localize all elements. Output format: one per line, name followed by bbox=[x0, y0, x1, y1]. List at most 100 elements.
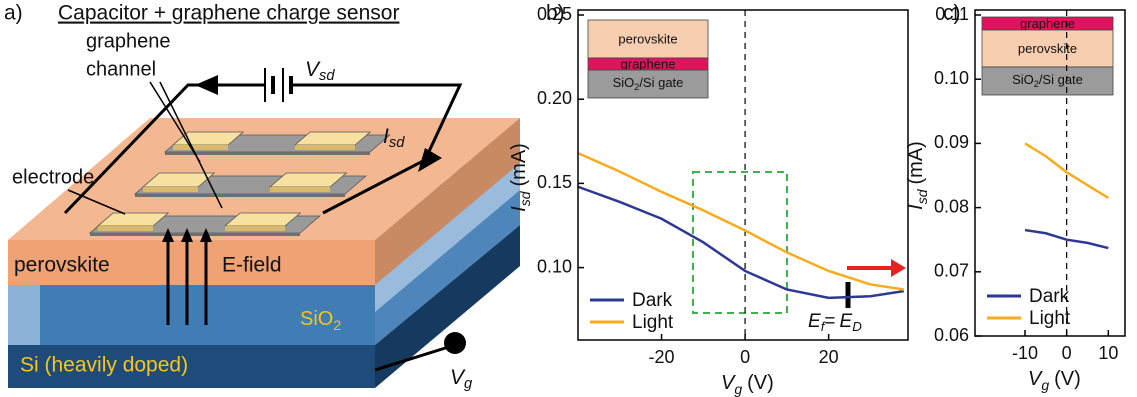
subscript: D bbox=[852, 319, 862, 334]
subscript: g bbox=[1041, 377, 1049, 393]
subscript: g bbox=[464, 376, 473, 392]
text-part: SiO bbox=[1012, 72, 1034, 87]
y-tick-label: 0.06 bbox=[934, 325, 969, 345]
inset-label: graphene bbox=[1020, 16, 1075, 31]
subscript: 2 bbox=[634, 82, 639, 92]
data-line bbox=[1024, 142, 1109, 200]
panel-label: c) bbox=[943, 2, 961, 25]
inset-label: graphene bbox=[621, 56, 676, 71]
oxide-cutout bbox=[8, 285, 40, 345]
inset-label: SiO2/Si gate bbox=[613, 75, 684, 92]
label: electrode bbox=[12, 166, 94, 188]
panel-label: b) bbox=[546, 2, 565, 25]
text-part: (mA) bbox=[905, 141, 927, 184]
text-part: (V) bbox=[1054, 368, 1081, 390]
y-tick-label: 0.07 bbox=[934, 261, 969, 281]
diagram-title: Capacitor + graphene charge sensor bbox=[58, 2, 399, 25]
x-tick-label: -20 bbox=[649, 347, 675, 367]
inset-layer bbox=[981, 29, 1114, 68]
electrode-pad-front bbox=[225, 226, 285, 231]
plot-frame bbox=[974, 9, 1126, 337]
inset-layer bbox=[587, 69, 709, 99]
current-arrow bbox=[418, 148, 442, 172]
y-tick-label: 0.15 bbox=[537, 172, 572, 192]
operator: = bbox=[824, 311, 835, 332]
pointer-lines bbox=[67, 81, 223, 215]
subscript: sd bbox=[389, 135, 405, 151]
y-tick-label: 0.10 bbox=[537, 256, 572, 276]
label: perovskite bbox=[14, 254, 110, 277]
text: SiO bbox=[300, 308, 333, 330]
perovskite-side bbox=[375, 118, 520, 285]
annotation: Ef= ED bbox=[808, 311, 862, 334]
y-tick-label: 0.11 bbox=[935, 4, 969, 24]
inset-layer bbox=[981, 66, 1114, 96]
x-tick-label: 0 bbox=[740, 347, 750, 367]
legend-label: Dark bbox=[1029, 286, 1070, 307]
y-tick-label: 0.20 bbox=[537, 88, 572, 108]
data-line bbox=[1024, 228, 1109, 250]
electrode-pad-front bbox=[143, 187, 198, 192]
symbol: E bbox=[808, 311, 821, 332]
subscript: sd bbox=[319, 68, 335, 84]
subscript: f bbox=[821, 319, 826, 334]
zoom-box bbox=[692, 171, 788, 314]
y-axis-label: Isd (mA) bbox=[508, 143, 532, 212]
substrate-front bbox=[8, 345, 375, 388]
text-part: I bbox=[508, 206, 530, 212]
strip-edge bbox=[135, 194, 345, 197]
text-part: /Si gate bbox=[1039, 72, 1083, 87]
arrowhead bbox=[200, 228, 212, 242]
circuit bbox=[63, 68, 463, 215]
inset-label: perovskite bbox=[618, 31, 677, 46]
y-tick-label: 0.09 bbox=[934, 132, 969, 152]
legend-label: Light bbox=[632, 312, 674, 333]
inset-label: SiO2/Si gate bbox=[1012, 72, 1083, 89]
y-tick-label: 0.25 bbox=[537, 4, 572, 24]
x-tick-label: -10 bbox=[1012, 343, 1038, 363]
label: Si (heavily doped) bbox=[20, 354, 188, 377]
label: Vsd bbox=[305, 58, 335, 84]
plot-frame bbox=[577, 9, 909, 341]
text-part: /Si gate bbox=[639, 75, 683, 90]
label: SiO2 bbox=[300, 308, 341, 332]
text-part: V bbox=[1028, 368, 1043, 390]
electrode-pad-front bbox=[173, 145, 228, 150]
label: graphene bbox=[86, 30, 171, 52]
legend-label: Light bbox=[1029, 308, 1071, 329]
arrowhead bbox=[162, 228, 174, 242]
subscript: 2 bbox=[333, 317, 341, 333]
y-tick-label: 0.10 bbox=[934, 68, 969, 88]
arrowhead bbox=[181, 228, 193, 242]
subscript: g bbox=[734, 381, 742, 397]
gate-terminal bbox=[444, 332, 466, 354]
x-axis-label: Vg (V) bbox=[721, 372, 774, 396]
devices bbox=[88, 131, 391, 236]
device-diagram bbox=[8, 68, 520, 388]
label: channel bbox=[86, 58, 156, 80]
x-tick-label: 10 bbox=[1098, 343, 1118, 363]
symbol: V bbox=[305, 58, 321, 81]
oxide-front bbox=[8, 285, 375, 345]
label: Vg bbox=[450, 366, 473, 392]
label: Isd bbox=[383, 125, 405, 151]
data-line bbox=[577, 185, 905, 300]
text-part: (mA) bbox=[508, 143, 530, 186]
subscript: 2 bbox=[1034, 79, 1039, 89]
e-field-arrows bbox=[166, 240, 208, 325]
symbol: V bbox=[450, 366, 466, 389]
perovskite-front bbox=[8, 240, 375, 285]
subscript: sd bbox=[517, 190, 533, 206]
substrate-side bbox=[375, 225, 520, 388]
strip-edge bbox=[165, 152, 370, 155]
pointer bbox=[159, 81, 223, 209]
gate-wire bbox=[374, 343, 456, 372]
text-part: I bbox=[905, 204, 927, 210]
shift-arrowhead bbox=[891, 259, 906, 277]
x-tick-label: 20 bbox=[819, 347, 839, 367]
pointer bbox=[67, 189, 126, 215]
text-part: V bbox=[721, 372, 736, 394]
current-arrow bbox=[195, 75, 218, 95]
y-tick-label: 0.08 bbox=[934, 196, 969, 216]
